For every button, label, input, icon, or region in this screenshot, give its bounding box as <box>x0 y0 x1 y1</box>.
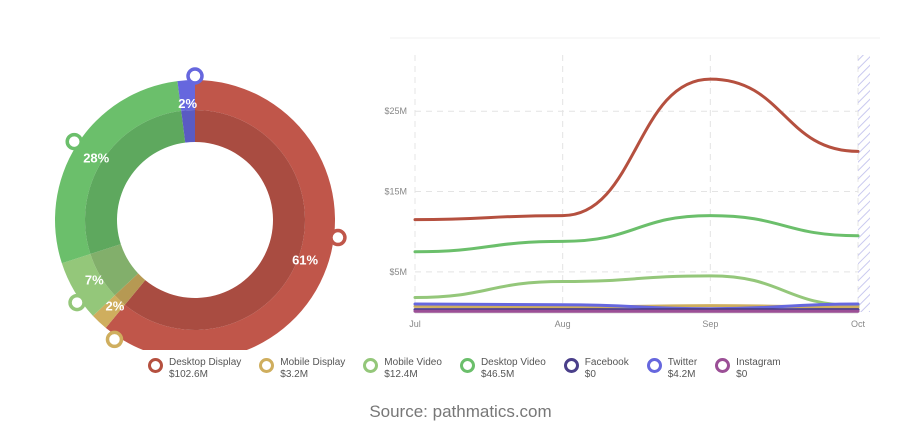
legend-value: $0 <box>584 369 596 380</box>
donut-slice-inner <box>124 110 305 331</box>
donut-marker <box>68 293 86 312</box>
donut-slice-outer <box>55 81 182 264</box>
donut-slice-inner <box>90 244 139 296</box>
legend-text: Mobile Video $12.4M <box>384 357 442 381</box>
legend-name: Mobile Display <box>280 357 346 368</box>
legend-marker-icon <box>646 358 662 373</box>
legend-item: Desktop Display $102.6M <box>148 357 241 381</box>
donut-slice-inner <box>114 273 146 305</box>
series-line-twitter <box>413 302 860 311</box>
donut-percent-label: 2% <box>178 96 197 111</box>
legend-item: Desktop Video $46.5M <box>459 357 546 381</box>
legend-value: $102.6M <box>169 369 208 380</box>
y-tick-label: $25M <box>384 106 407 116</box>
legend-marker-icon <box>563 358 579 373</box>
legend-value: $4.2M <box>667 369 696 380</box>
donut-slice-mobile-display <box>92 273 146 328</box>
donut-slice-inner <box>181 110 195 143</box>
legend-name: Twitter <box>667 357 698 368</box>
legend-name: Mobile Video <box>384 357 442 368</box>
legend-value: $12.4M <box>384 369 418 380</box>
legend-text: Desktop Video $46.5M <box>481 357 546 381</box>
donut-slice-outer <box>92 295 125 328</box>
legend-marker-icon <box>363 358 379 373</box>
chart-legend: Desktop Display $102.6M Mobile Display $3.2… <box>148 357 799 381</box>
donut-slice-desktop-video <box>55 81 186 264</box>
donut-slice-mobile-video <box>61 244 139 316</box>
line-chart: $5M $15M $25M Jul Aug Sep Oct <box>384 37 880 329</box>
donut-percent-label: 7% <box>85 273 104 288</box>
donut-slice-twitter <box>177 80 195 143</box>
donut-percent-label: 61% <box>292 253 318 268</box>
series-line-mobile-video <box>413 274 860 308</box>
source-caption: Source: pathmatics.com <box>369 402 552 421</box>
donut-percent-label: 2% <box>106 298 125 313</box>
donut-marker <box>65 132 83 151</box>
series-line-desktop-display <box>413 77 860 222</box>
legend-item: Facebook $0 <box>563 357 629 381</box>
series-line-desktop-video <box>413 214 860 254</box>
legend-value: $46.5M <box>480 369 515 380</box>
donut-percent-label: 28% <box>83 150 109 165</box>
legend-item: Instagram $0 <box>715 357 781 381</box>
legend-value: $0 <box>736 369 748 380</box>
x-tick-label: Sep <box>702 319 718 329</box>
donut-slice-outer <box>177 80 195 111</box>
legend-text: Twitter $4.2M <box>668 357 697 381</box>
donut-slice-inner <box>84 110 186 254</box>
y-tick-label: $15M <box>384 187 407 197</box>
legend-marker-icon <box>259 358 275 373</box>
legend-name: Instagram <box>736 357 781 368</box>
legend-name: Facebook <box>584 357 629 368</box>
legend-value: $3.2M <box>280 369 309 380</box>
x-tick-label: Jul <box>409 319 421 329</box>
legend-text: Facebook $0 <box>585 357 629 381</box>
legend-item: Twitter $4.2M <box>646 357 697 381</box>
donut-slice-outer <box>105 80 335 350</box>
legend-item: Mobile Video $12.4M <box>363 357 442 381</box>
x-tick-label: Aug <box>555 319 571 329</box>
legend-name: Desktop Video <box>480 357 546 368</box>
forecast-hatch <box>858 55 870 312</box>
donut-marker <box>186 67 204 85</box>
x-tick-label: Oct <box>851 319 866 329</box>
legend-marker-icon <box>148 358 163 373</box>
legend-text: Mobile Display $3.2M <box>280 357 345 381</box>
legend-marker-icon <box>459 358 475 373</box>
legend-text: Instagram $0 <box>736 357 780 381</box>
donut-marker <box>105 330 124 349</box>
legend-item: Mobile Display $3.2M <box>259 357 345 381</box>
legend-name: Desktop Display <box>169 357 242 368</box>
donut-chart: 61%2%7%28%2% <box>55 67 347 350</box>
legend-marker-icon <box>715 358 731 373</box>
donut-slice-outer <box>61 253 115 316</box>
y-tick-label: $5M <box>389 267 407 277</box>
donut-marker <box>329 228 347 247</box>
donut-slice-desktop-display <box>105 80 335 350</box>
legend-text: Desktop Display $102.6M <box>169 357 241 381</box>
